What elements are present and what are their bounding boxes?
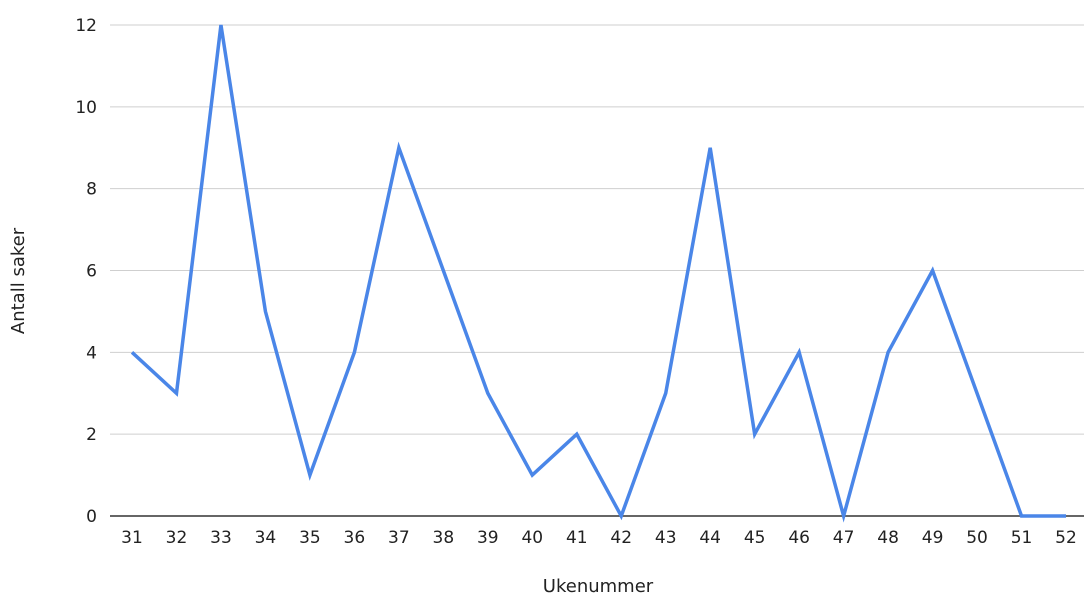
x-axis-title: Ukenummer — [543, 576, 654, 597]
y-tick-label: 2 — [86, 425, 97, 445]
x-tick-label: 51 — [1011, 528, 1033, 548]
series-line — [130, 24, 1066, 523]
gridlines — [110, 24, 1084, 517]
x-tick-label: 49 — [922, 528, 944, 548]
x-tick-label: 50 — [966, 528, 988, 548]
x-tick-label: 46 — [788, 528, 810, 548]
y-tick-label: 10 — [75, 98, 97, 118]
x-tick-label: 36 — [344, 528, 366, 548]
x-tick-label: 31 — [121, 528, 143, 548]
x-tick-label: 34 — [255, 528, 277, 548]
y-tick-label: 8 — [86, 180, 97, 200]
x-tick-label: 52 — [1055, 528, 1077, 548]
y-tick-label: 4 — [86, 343, 97, 363]
y-axis-ticks: 0 2 4 6 8 10 12 — [75, 16, 97, 527]
x-tick-label: 35 — [299, 528, 321, 548]
y-tick-label: 6 — [86, 262, 97, 282]
x-axis-ticks: 31 32 33 34 35 36 37 38 39 40 41 42 43 44 45 46 47 48 49 50… — [121, 528, 1077, 548]
x-tick-label: 40 — [521, 528, 543, 548]
x-tick-label: 44 — [699, 528, 721, 548]
x-tick-label: 45 — [744, 528, 766, 548]
x-tick-label: 41 — [566, 528, 588, 548]
x-tick-label: 37 — [388, 528, 410, 548]
x-tick-label: 47 — [833, 528, 855, 548]
x-tick-label: 38 — [433, 528, 455, 548]
x-tick-label: 43 — [655, 528, 677, 548]
x-tick-label: 32 — [166, 528, 188, 548]
x-tick-label: 33 — [210, 528, 232, 548]
y-axis-title: Antall saker — [8, 227, 29, 334]
x-tick-label: 48 — [877, 528, 899, 548]
series-layer — [130, 24, 1066, 523]
y-tick-label: 12 — [75, 16, 97, 36]
x-tick-label: 42 — [610, 528, 632, 548]
x-tick-label: 39 — [477, 528, 499, 548]
y-tick-label: 0 — [86, 507, 97, 527]
